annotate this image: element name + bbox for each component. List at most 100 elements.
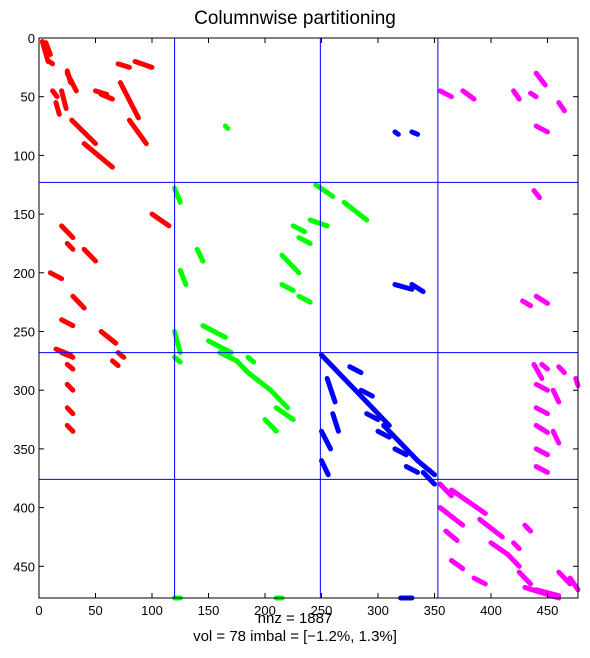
- x-tick-label: 150: [198, 603, 220, 618]
- nonzero-run-1-3: [46, 58, 56, 67]
- nonzero-run-3-10: [415, 458, 437, 478]
- nonzero-run-3-22: [420, 469, 432, 481]
- nonzero-run-2-4: [177, 267, 189, 288]
- x-tick-label: 450: [537, 603, 559, 618]
- nonzero-run-4-25: [465, 499, 488, 516]
- y-tick-label: 50: [21, 90, 35, 105]
- nonzero-run-1-31: [109, 358, 121, 369]
- nonzero-run-1-21: [47, 270, 65, 282]
- nonzero-run-4-28: [505, 552, 522, 569]
- xlabel-nnz: nnz = 1887: [257, 610, 333, 627]
- x-tick-label: 100: [141, 603, 163, 618]
- x-tick-label: 0: [35, 603, 42, 618]
- nonzero-run-1-16: [126, 117, 149, 147]
- nonzero-run-4-32: [556, 569, 573, 587]
- nonzero-run-3-15: [347, 364, 364, 376]
- nonzero-run-1-6: [50, 88, 60, 100]
- y-tick-label: 400: [13, 501, 35, 516]
- nonzero-run-2-18: [279, 252, 302, 276]
- nonzero-run-3-2: [409, 129, 421, 137]
- nonzero-run-4-7: [556, 100, 567, 114]
- nonzero-run-1-27: [64, 361, 76, 372]
- x-tick-label: 300: [367, 603, 389, 618]
- nonzero-run-4-6: [533, 123, 550, 135]
- nonzero-run-1-26: [59, 350, 76, 360]
- nonzero-run-3-17: [364, 411, 381, 423]
- y-tick-label: 150: [13, 207, 35, 222]
- nonzero-run-1-5: [64, 68, 74, 86]
- nonzero-run-4-22: [437, 481, 454, 499]
- nonzero-run-4-33: [567, 575, 581, 593]
- nonzero-run-3-4: [409, 282, 426, 295]
- nonzero-run-2-1: [222, 123, 231, 131]
- nonzero-run-3-16: [358, 387, 375, 399]
- nonzero-run-4-35: [448, 557, 466, 572]
- nonzero-run-2-14: [341, 199, 370, 223]
- nonzero-run-4-20: [550, 387, 562, 405]
- nonzero-run-4-37: [511, 540, 522, 552]
- nonzero-run-2-16: [290, 223, 308, 235]
- nonzero-run-4-1: [437, 88, 454, 100]
- nonzero-run-3-11: [324, 375, 338, 405]
- nonzero-run-2-22: [245, 354, 257, 365]
- nonzero-run-2-23: [172, 329, 183, 356]
- nonzero-run-1-28: [64, 381, 76, 393]
- nonzero-run-1-7: [59, 88, 69, 111]
- nonzero-run-2-10: [268, 387, 291, 411]
- partition-lines: [39, 38, 578, 598]
- nonzero-run-4-23: [437, 505, 466, 528]
- nonzero-run-4-26: [477, 516, 505, 540]
- nonzero-run-4-38: [522, 522, 534, 534]
- nonzero-run-2-9: [245, 370, 274, 393]
- nonzero-run-3-8: [381, 422, 404, 446]
- nonzero-run-4-16: [533, 405, 550, 417]
- nonzero-run-1-13: [98, 91, 115, 102]
- nonzero-run-1-2: [43, 40, 53, 57]
- nonzero-run-2-19: [279, 282, 296, 293]
- nonzero-run-3-7: [364, 399, 392, 428]
- nonzero-run-2-20: [296, 293, 313, 305]
- nonzero-run-1-8: [53, 100, 62, 117]
- part-2-nonzeros: [172, 123, 370, 601]
- nonzero-run-2-8: [234, 358, 251, 376]
- nonzero-run-4-13: [556, 364, 567, 376]
- x-tick-label: 350: [424, 603, 446, 618]
- x-tick-label: 250: [311, 603, 333, 618]
- y-axis-ticks: 0 50 100 150 200 250 300 350 400 450: [13, 31, 578, 574]
- nonzero-run-4-12: [539, 361, 550, 372]
- nonzero-run-3-6: [341, 375, 370, 405]
- nonzero-run-1-11: [115, 61, 132, 70]
- x-tick-label: 200: [254, 603, 276, 618]
- part-1-nonzeros: [39, 39, 172, 434]
- nonzero-run-4-4: [528, 90, 539, 100]
- nonzero-run-4-2: [460, 88, 477, 102]
- y-tick-label: 450: [13, 559, 35, 574]
- y-tick-label: 0: [28, 31, 35, 46]
- nonzero-run-2-2: [172, 185, 183, 205]
- y-tick-label: 100: [13, 148, 35, 163]
- nonzero-run-2-6: [205, 338, 234, 356]
- nonzero-run-1-9: [69, 117, 98, 147]
- nonzero-run-2-13: [313, 182, 336, 199]
- x-tick-label: 50: [88, 603, 102, 618]
- nonzero-run-1-17: [149, 211, 172, 229]
- xlabel-vol-imbal: vol = 78 imbal = [−1.2%, 1.3%]: [193, 628, 397, 645]
- nonzero-run-3-5: [318, 352, 347, 381]
- nonzero-run-1-32: [115, 350, 127, 360]
- nonzero-run-3-1: [392, 129, 401, 137]
- nonzero-run-3-19: [392, 446, 409, 458]
- nonzero-run-1-29: [64, 405, 76, 417]
- nonzero-run-4-31: [533, 587, 562, 599]
- nonzero-run-4-29: [516, 569, 534, 587]
- nonzero-run-4-15: [533, 381, 550, 393]
- y-tick-label: 250: [13, 325, 35, 340]
- nonzero-run-1-19: [64, 240, 76, 252]
- plot-frame: [38, 37, 579, 599]
- nonzero-run-3-9: [398, 440, 421, 464]
- nonzero-run-2-5: [200, 323, 228, 340]
- nonzero-markers: [39, 39, 581, 601]
- nonzero-run-4-5: [533, 70, 548, 88]
- nonzero-run-2-15: [307, 217, 330, 229]
- nonzero-run-4-24: [448, 487, 471, 505]
